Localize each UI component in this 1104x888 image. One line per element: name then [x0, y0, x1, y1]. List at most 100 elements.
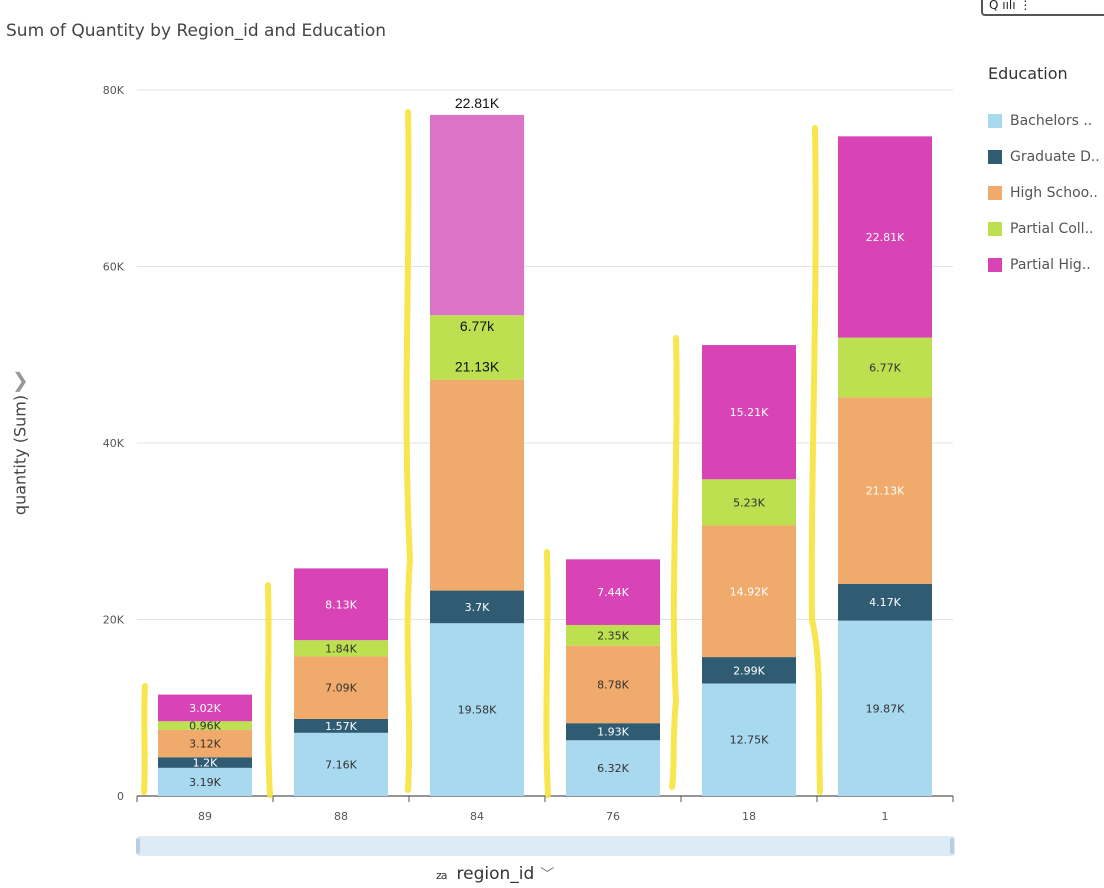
bar-segment	[158, 757, 252, 768]
bar-segment	[294, 640, 388, 657]
yellow-marker-stroke	[669, 335, 680, 790]
bar-segment	[838, 397, 932, 584]
bar-segment	[566, 740, 660, 796]
visual-toolbar[interactable]: Q ıılı ⋮	[981, 0, 1104, 16]
annotation-label: 21.13K	[455, 359, 500, 375]
legend-label: Bachelors ..	[1010, 113, 1093, 129]
x-tick-label: 89	[198, 810, 212, 823]
x-axis-title[interactable]: region_id	[456, 864, 535, 884]
data-label: 1.84K	[325, 642, 357, 655]
y-axis-chevron-icon[interactable]: ❯	[12, 368, 29, 392]
bar-segment	[158, 767, 252, 796]
legend-item[interactable]: Partial Coll..	[988, 211, 1104, 247]
data-label: 3.02K	[189, 702, 221, 715]
data-label: 15.21K	[730, 406, 769, 419]
yellow-marker-stroke	[265, 582, 273, 798]
toolbar-icons[interactable]: Q ıılı ⋮	[989, 0, 1032, 12]
data-label: 2.35K	[597, 629, 629, 642]
bar-segment	[294, 718, 388, 733]
legend-label: Graduate D..	[1010, 149, 1100, 165]
scrollbar-handle-left[interactable]	[136, 838, 140, 854]
data-label: 7.44K	[597, 586, 629, 599]
bar-segment	[566, 645, 660, 724]
legend-swatch	[988, 114, 1002, 128]
bar-segment	[702, 479, 796, 526]
y-tick-label: 40K	[103, 437, 125, 450]
legend-swatch	[988, 150, 1002, 164]
data-label: 3.19K	[189, 776, 221, 789]
data-label: 6.77K	[869, 362, 901, 375]
bar-segment	[158, 694, 252, 722]
yellow-marker-stroke	[403, 109, 414, 793]
legend-swatch	[988, 258, 1002, 272]
data-label: 21.13K	[866, 485, 905, 498]
x-axis-title-group[interactable]: za region_id ﹀	[436, 864, 554, 884]
x-tick-label: 84	[470, 810, 484, 823]
y-tick-label: 20K	[103, 614, 125, 627]
bar-segment	[566, 559, 660, 625]
data-label: 1.57K	[325, 720, 357, 733]
data-label: 8.13K	[325, 598, 357, 611]
bar-segment	[702, 683, 796, 796]
x-tick-label: 1	[882, 810, 889, 823]
bar-segment	[294, 656, 388, 719]
sort-icon[interactable]: za	[436, 869, 447, 882]
bar-segment	[838, 620, 932, 796]
data-label: 8.78K	[597, 678, 629, 691]
bar-segment	[430, 590, 524, 624]
data-label: 14.92K	[730, 585, 769, 598]
yellow-marker-stroke	[543, 549, 551, 798]
bar-segment	[430, 315, 524, 380]
legend: Education Bachelors .. Graduate D.. High…	[988, 64, 1104, 283]
y-tick-label: 0	[117, 790, 124, 803]
bar-segment	[430, 379, 524, 591]
bar-segment	[838, 337, 932, 398]
y-tick-label: 80K	[103, 84, 125, 97]
bar-segment	[566, 723, 660, 741]
legend-label: High Schoo..	[1010, 185, 1098, 201]
x-axis-chevron-icon[interactable]: ﹀	[540, 867, 555, 883]
bar-segment	[158, 721, 252, 730]
legend-swatch	[988, 222, 1002, 236]
data-label: 0.96K	[189, 719, 221, 732]
bar-segment	[838, 136, 932, 338]
bar-segment	[838, 583, 932, 621]
data-label: 1.93K	[597, 726, 629, 739]
legend-item[interactable]: Bachelors ..	[988, 103, 1104, 139]
bar-chart: 0 20K 40K 60K 80K 3.19K 1.2K 3.12K 0.96K 3.02K 89 7…	[103, 84, 954, 823]
data-label: 3.12K	[189, 737, 221, 750]
bar-segment	[430, 623, 524, 796]
scrollbar-handle-right[interactable]	[950, 838, 954, 854]
bar-segment	[702, 657, 796, 684]
legend-label: Partial Hig..	[1010, 257, 1091, 273]
x-tick-label: 18	[742, 810, 756, 823]
legend-swatch	[988, 186, 1002, 200]
legend-title: Education	[988, 64, 1068, 83]
bar-segment	[702, 345, 796, 480]
bar-segment	[158, 729, 252, 758]
bar-segment	[702, 525, 796, 658]
data-label: 19.58K	[458, 704, 497, 717]
data-label: 22.81K	[866, 231, 905, 244]
x-axis-scrollbar[interactable]	[137, 836, 955, 856]
data-label: 2.99K	[733, 664, 765, 677]
legend-item[interactable]: Graduate D..	[988, 139, 1104, 175]
yellow-marker-stroke	[808, 125, 823, 795]
y-tick-label: 60K	[103, 261, 125, 274]
data-label: 7.09K	[325, 682, 357, 695]
legend-item[interactable]: Partial Hig..	[988, 247, 1104, 283]
bar-segment	[294, 732, 388, 796]
legend-label: Partial Coll..	[1010, 221, 1094, 237]
data-label: 19.87K	[866, 702, 905, 715]
legend-item[interactable]: High Schoo..	[988, 175, 1104, 211]
data-label: 5.23K	[733, 496, 765, 509]
x-tick-label: 88	[334, 810, 348, 823]
data-label: 4.17K	[869, 596, 901, 609]
data-label: 7.16K	[325, 758, 357, 771]
data-label: 1.2K	[193, 757, 218, 770]
data-label: 12.75K	[730, 734, 769, 747]
bar-segment	[430, 114, 524, 316]
data-label: 6.32K	[597, 762, 629, 775]
data-label: 3.7K	[465, 601, 490, 614]
yellow-marker-stroke	[141, 683, 148, 795]
